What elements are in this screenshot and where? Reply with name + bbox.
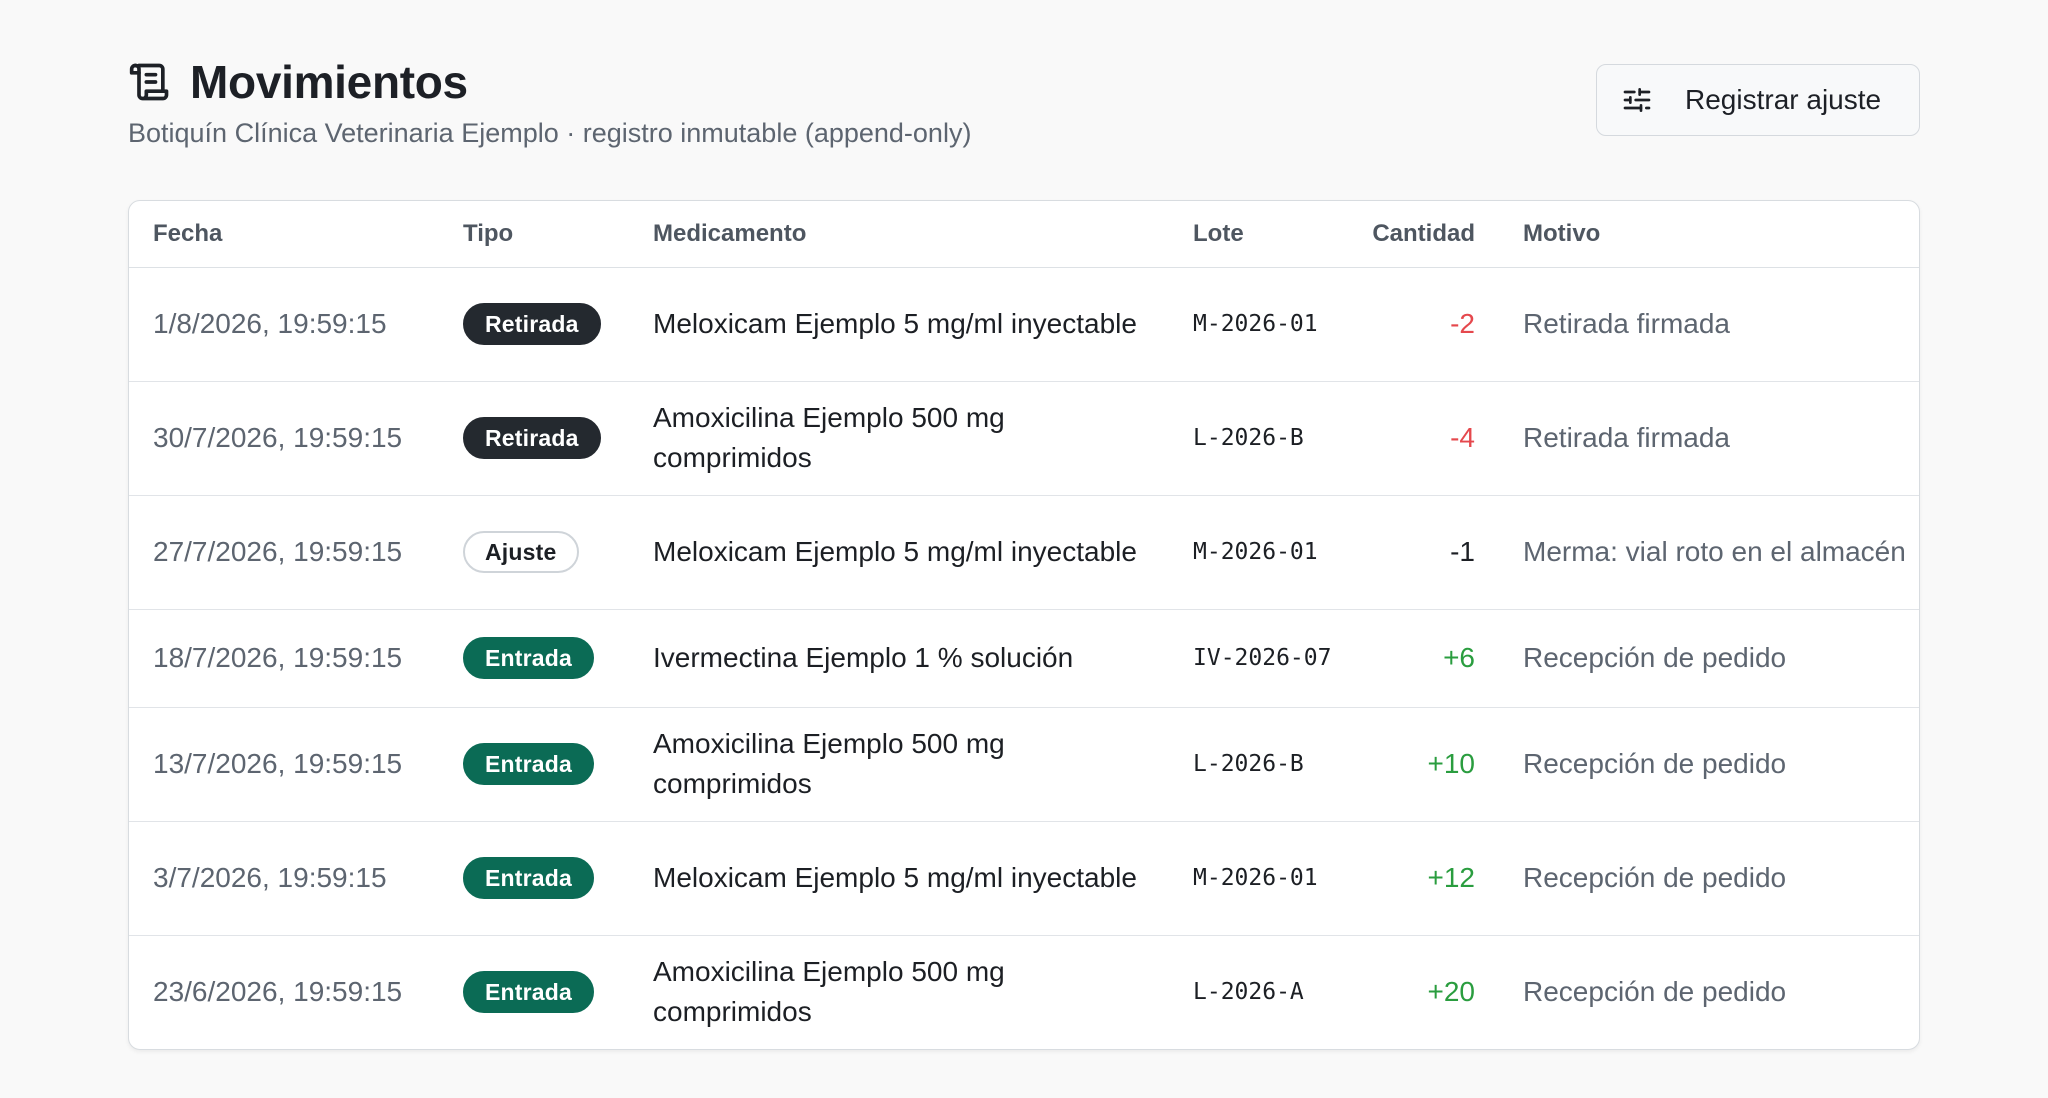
column-header-motivo[interactable]: Motivo xyxy=(1499,201,1919,268)
type-badge: Ajuste xyxy=(463,531,579,573)
cell-tipo: Entrada xyxy=(439,935,629,1049)
cell-fecha: 18/7/2026, 19:59:15 xyxy=(129,609,439,708)
column-header-tipo[interactable]: Tipo xyxy=(439,201,629,268)
table-row[interactable]: 3/7/2026, 19:59:15 Entrada Meloxicam Ejemp… xyxy=(129,821,1919,936)
table-row[interactable]: 1/8/2026, 19:59:15 Retirada Meloxicam Ejem… xyxy=(129,267,1919,382)
cell-tipo: Entrada xyxy=(439,609,629,708)
register-adjustment-label: Registrar ajuste xyxy=(1685,84,1882,115)
movements-table-card: Fecha Tipo Medicamento Lote Cantidad Mot… xyxy=(128,200,1920,1050)
cell-medicamento: Meloxicam Ejemplo 5 mg/ml inyectable xyxy=(629,495,1169,610)
type-badge: Entrada xyxy=(463,637,595,679)
cell-fecha: 23/6/2026, 19:59:15 xyxy=(153,976,403,1008)
cell-cantidad: +20 xyxy=(1427,976,1476,1008)
cell-motivo: Retirada firmada xyxy=(1499,381,1919,496)
cell-lote: L-2026-B xyxy=(1169,381,1339,496)
table-header-row: Fecha Tipo Medicamento Lote Cantidad Mot… xyxy=(129,201,1919,268)
type-badge: Retirada xyxy=(463,417,601,459)
cell-medicamento: Meloxicam Ejemplo 5 mg/ml inyectable xyxy=(629,821,1169,936)
cell-medicamento: Meloxicam Ejemplo 5 mg/ml inyectable xyxy=(629,267,1169,382)
table-row[interactable]: 27/7/2026, 19:59:15 Ajuste Meloxicam Ejemp… xyxy=(129,495,1919,610)
column-header-medicamento[interactable]: Medicamento xyxy=(629,201,1169,268)
type-badge: Retirada xyxy=(463,303,601,345)
cell-motivo: Retirada firmada xyxy=(1499,267,1919,382)
title-row: Movimientos xyxy=(128,56,1920,108)
cell-tipo: Entrada xyxy=(439,821,629,936)
cell-cantidad: -2 xyxy=(1339,267,1499,382)
page-header: Movimientos Botiquín Clínica Veterinaria… xyxy=(128,56,1920,200)
cell-medicamento: Amoxicilina Ejemplo 500 mg comprimidos xyxy=(629,707,1169,822)
page-subtitle: Botiquín Clínica Veterinaria Ejemplo · r… xyxy=(128,118,972,148)
table-row[interactable]: 13/7/2026, 19:59:15 Entrada Amoxicilina Ej… xyxy=(129,707,1919,822)
cell-tipo: Retirada xyxy=(439,381,629,496)
table-row[interactable]: 30/7/2026, 19:59:15 Retirada Amoxicilina E… xyxy=(129,381,1919,496)
cell-tipo: Ajuste xyxy=(439,495,629,610)
cell-lote: L-2026-A xyxy=(1193,979,1304,1006)
cell-cantidad: +12 xyxy=(1339,821,1499,936)
table-row[interactable]: 23/6/2026, 19:59:15 Entrada Amoxicilina Ej… xyxy=(129,935,1919,1049)
movements-table: Fecha Tipo Medicamento Lote Cantidad Mot… xyxy=(129,201,1919,1049)
table-body: 1/8/2026, 19:59:15 Retirada Meloxicam Ejem… xyxy=(129,267,1919,1049)
cell-fecha: 1/8/2026, 19:59:15 xyxy=(129,267,439,382)
cell-cantidad: -4 xyxy=(1339,381,1499,496)
cell-motivo: Recepción de pedido xyxy=(1499,707,1919,822)
cell-lote: IV-2026-07 xyxy=(1169,609,1339,708)
cell-fecha: 13/7/2026, 19:59:15 xyxy=(129,707,439,822)
cell-tipo: Retirada xyxy=(439,267,629,382)
cell-tipo: Entrada xyxy=(439,707,629,822)
type-badge: Entrada xyxy=(463,743,595,785)
cell-cantidad: +6 xyxy=(1339,609,1499,708)
type-badge: Entrada xyxy=(463,971,595,1014)
cell-medicamento: Ivermectina Ejemplo 1 % solución xyxy=(629,609,1169,708)
cell-lote: M-2026-01 xyxy=(1169,267,1339,382)
cell-cantidad: +10 xyxy=(1339,707,1499,822)
cell-medicamento: Amoxicilina Ejemplo 500 mg comprimidos xyxy=(629,381,1169,496)
cell-fecha: 30/7/2026, 19:59:15 xyxy=(129,381,439,496)
column-header-lote[interactable]: Lote xyxy=(1169,201,1339,268)
cell-motivo: Recepción de pedido xyxy=(1499,821,1919,936)
cell-lote: M-2026-01 xyxy=(1169,821,1339,936)
column-header-cantidad[interactable]: Cantidad xyxy=(1339,201,1499,268)
cell-medicamento: Amoxicilina Ejemplo 500 mg comprimidos xyxy=(653,956,1005,1028)
cell-lote: L-2026-B xyxy=(1169,707,1339,822)
table-row[interactable]: 18/7/2026, 19:59:15 Entrada Ivermectina Ej… xyxy=(129,609,1919,708)
cell-lote: M-2026-01 xyxy=(1169,495,1339,610)
register-adjustment-button[interactable]: Registrar ajuste xyxy=(1596,64,1920,136)
column-header-fecha[interactable]: Fecha xyxy=(129,201,439,268)
cell-motivo: Recepción de pedido xyxy=(1499,609,1919,708)
cell-fecha: 3/7/2026, 19:59:15 xyxy=(129,821,439,936)
cell-motivo: Recepción de pedido xyxy=(1523,976,1787,1008)
sliders-icon xyxy=(1621,84,1653,116)
page-title: Movimientos xyxy=(190,56,468,108)
cell-fecha: 27/7/2026, 19:59:15 xyxy=(129,495,439,610)
type-badge: Entrada xyxy=(463,857,595,899)
cell-motivo: Merma: vial roto en el almacén xyxy=(1499,495,1919,610)
scroll-icon xyxy=(128,60,172,104)
page: Movimientos Botiquín Clínica Veterinaria… xyxy=(128,56,1920,1050)
cell-cantidad: -1 xyxy=(1339,495,1499,610)
